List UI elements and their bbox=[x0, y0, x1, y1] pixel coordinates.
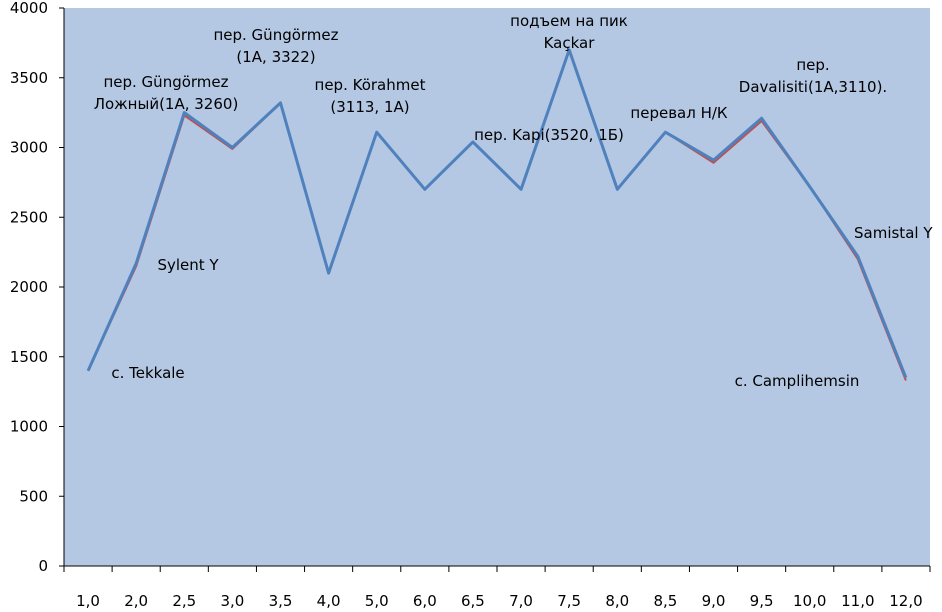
x-tick-label: 11,0 bbox=[841, 592, 874, 610]
annotation-label: пер. bbox=[796, 56, 829, 74]
x-tick-label: 3,0 bbox=[220, 592, 244, 610]
annotation-label: Davalisiti(1А,3110). bbox=[739, 78, 887, 96]
series-line-2 bbox=[86, 48, 908, 379]
annotations: с. Tekkale Sylent Y пер. Güngörmez Ложный(1… bbox=[94, 12, 934, 390]
x-tick-label: 3,5 bbox=[269, 592, 293, 610]
plot-area bbox=[64, 8, 930, 566]
annotation-label: Ложный(1А, 3260) bbox=[94, 95, 239, 113]
x-tick-label: 1,0 bbox=[76, 592, 100, 610]
x-tick-label: 4,0 bbox=[317, 592, 341, 610]
annotation-label: перевал Н/К bbox=[630, 104, 728, 122]
y-tick-label: 2000 bbox=[10, 278, 48, 296]
x-tick-label: 12,0 bbox=[889, 592, 922, 610]
y-tick-label: 1000 bbox=[10, 418, 48, 436]
annotation-label: Samistal Y bbox=[854, 224, 933, 242]
y-tick-label: 500 bbox=[19, 487, 48, 505]
annotation-label: Kaçkar bbox=[544, 34, 596, 52]
x-axis-ticks: 1,0 2,0 2,5 3,0 3,5 4,0 5,0 6,0 6,5 7,0 7,5 8,0 8,5 9… bbox=[63, 566, 931, 610]
x-tick-label: 6,5 bbox=[461, 592, 485, 610]
annotation-label: (3113, 1А) bbox=[330, 98, 409, 116]
x-tick-label: 2,0 bbox=[124, 592, 148, 610]
x-tick-label: 7,5 bbox=[557, 592, 581, 610]
x-tick-label: 9,5 bbox=[750, 592, 774, 610]
annotation-label: подъем на пик bbox=[510, 12, 628, 30]
y-tick-label: 4000 bbox=[10, 0, 48, 17]
annotation-label: пер. Körahmet bbox=[315, 76, 426, 94]
x-tick-label: 2,5 bbox=[172, 592, 196, 610]
x-tick-label: 8,5 bbox=[653, 592, 677, 610]
x-tick-label: 5,0 bbox=[365, 592, 389, 610]
x-tick-label: 6,0 bbox=[413, 592, 437, 610]
annotation-label: Sylent Y bbox=[157, 256, 219, 274]
y-axis-ticks: 0 500 1000 1500 2000 2500 3000 3500 4000 bbox=[10, 0, 64, 575]
x-tick-label: 9,0 bbox=[702, 592, 726, 610]
x-tick-label: 10,0 bbox=[793, 592, 826, 610]
annotation-label: пер. Güngörmez bbox=[103, 73, 228, 91]
annotation-label: пер. Kapi(3520, 1Б) bbox=[474, 126, 624, 144]
annotation-label: с. Camplihemsin bbox=[735, 372, 860, 390]
y-tick-label: 2500 bbox=[10, 208, 48, 226]
y-tick-label: 3500 bbox=[10, 69, 48, 87]
y-tick-label: 1500 bbox=[10, 348, 48, 366]
x-tick-label: 7,0 bbox=[509, 592, 533, 610]
series-lines bbox=[86, 48, 908, 381]
y-tick-label: 3000 bbox=[10, 139, 48, 157]
y-tick-label: 0 bbox=[38, 557, 48, 575]
x-tick-label: 8,0 bbox=[605, 592, 629, 610]
annotation-label: с. Tekkale bbox=[111, 364, 184, 382]
annotation-label: (1А, 3322) bbox=[236, 48, 315, 66]
annotation-label: пер. Güngörmez bbox=[213, 26, 338, 44]
